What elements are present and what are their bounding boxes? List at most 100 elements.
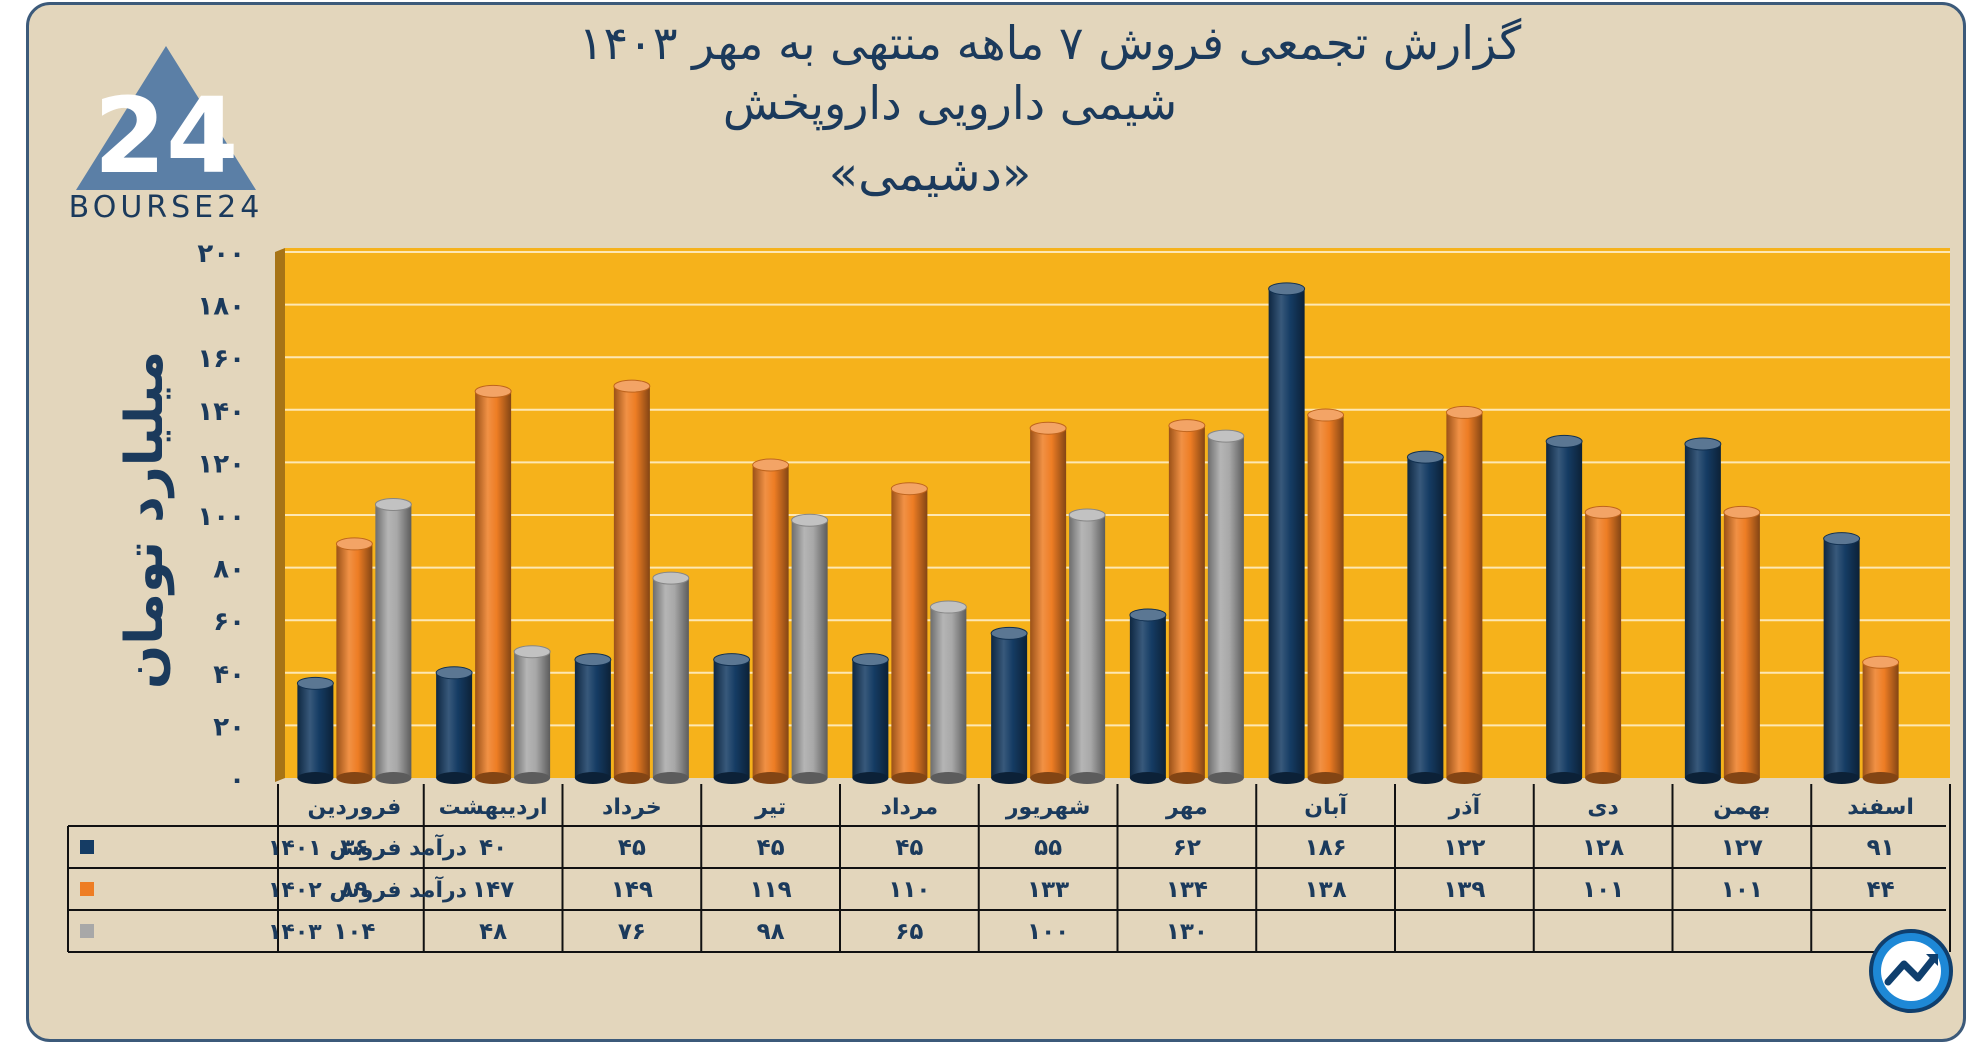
data-label: ۱۲۸ bbox=[1582, 835, 1624, 861]
bar-top bbox=[890, 482, 928, 496]
trend-badge-icon bbox=[1869, 929, 1953, 1013]
y-tick-label: ۱۸۰ bbox=[197, 292, 245, 322]
y-tick-label: ۲۰ bbox=[213, 712, 245, 742]
data-label: ۱۳۰ bbox=[1166, 919, 1208, 945]
bar bbox=[1546, 441, 1583, 778]
bar bbox=[930, 607, 967, 778]
bar-base bbox=[652, 772, 689, 784]
data-label: ۸۹ bbox=[340, 877, 368, 903]
x-tick-label: تیر bbox=[754, 795, 786, 820]
bar bbox=[1129, 614, 1166, 778]
bar-base bbox=[574, 772, 611, 784]
y-tick-label: ۱۲۰ bbox=[197, 449, 245, 479]
data-label: ۶۲ bbox=[1173, 835, 1201, 861]
bar-top bbox=[513, 645, 551, 659]
data-label: ۱۳۹ bbox=[1443, 877, 1485, 903]
bar-base bbox=[297, 772, 334, 784]
data-label: ۱۳۳ bbox=[1027, 877, 1069, 903]
data-label: ۳۶ bbox=[340, 835, 368, 861]
bar-base bbox=[1546, 772, 1583, 784]
bar bbox=[1723, 512, 1760, 778]
y-tick-label: ۱۶۰ bbox=[197, 344, 245, 374]
bar-top bbox=[1029, 421, 1067, 435]
data-label: ۴۴ bbox=[1867, 877, 1895, 903]
bar-base bbox=[613, 772, 650, 784]
bar-top bbox=[1545, 434, 1583, 448]
x-tick-label: خرداد bbox=[602, 795, 662, 820]
bar-base bbox=[1207, 772, 1244, 784]
data-label: ۵۵ bbox=[1034, 835, 1062, 861]
bar bbox=[1168, 425, 1205, 778]
x-tick-label: بهمن bbox=[1713, 795, 1770, 820]
bar-top bbox=[713, 653, 751, 667]
bar-top bbox=[1584, 505, 1622, 519]
data-label: ۴۵ bbox=[757, 835, 785, 861]
bar-base bbox=[1030, 772, 1067, 784]
bar bbox=[752, 465, 789, 778]
x-tick-label: مرداد bbox=[881, 795, 938, 820]
bar-base bbox=[475, 772, 512, 784]
bar bbox=[436, 672, 473, 778]
bar-base bbox=[1129, 772, 1166, 784]
data-label: ۱۰۱ bbox=[1582, 877, 1624, 903]
x-tick-label: اسفند bbox=[1847, 795, 1914, 820]
legend-label: ۱۴۰۳ bbox=[268, 920, 322, 945]
bar-base bbox=[514, 772, 551, 784]
legend-swatch bbox=[80, 882, 94, 896]
bar-top bbox=[929, 600, 967, 614]
legend-swatch bbox=[80, 840, 94, 854]
bar-top bbox=[1168, 419, 1206, 433]
bar-top bbox=[1445, 405, 1483, 419]
bar-top bbox=[1684, 437, 1722, 451]
bar bbox=[336, 543, 373, 778]
bar-top bbox=[791, 513, 829, 527]
bar-top bbox=[435, 666, 473, 680]
bar-base bbox=[991, 772, 1028, 784]
bar bbox=[297, 683, 334, 778]
y-tick-label: ۸۰ bbox=[213, 555, 245, 585]
bar-base bbox=[436, 772, 473, 784]
bar-top bbox=[1129, 608, 1167, 622]
bar-base bbox=[1446, 772, 1483, 784]
bar bbox=[1207, 436, 1244, 778]
bar bbox=[514, 651, 551, 778]
bar-base bbox=[891, 772, 928, 784]
bar-top bbox=[1207, 429, 1245, 443]
bar-base bbox=[1168, 772, 1205, 784]
legend-label: درآمد فروش ۱۴۰۲ bbox=[268, 875, 467, 903]
bar-base bbox=[336, 772, 373, 784]
bar-top bbox=[374, 497, 412, 511]
bar-top bbox=[752, 458, 790, 472]
bar bbox=[574, 659, 611, 778]
bar bbox=[1862, 662, 1899, 778]
bar bbox=[1446, 412, 1483, 778]
y-tick-label: ۲۰۰ bbox=[197, 239, 245, 269]
data-label: ۱۲۲ bbox=[1443, 835, 1485, 861]
data-label: ۱۰۱ bbox=[1721, 877, 1763, 903]
bar bbox=[713, 659, 750, 778]
data-label: ۴۰ bbox=[479, 835, 507, 861]
bar-top bbox=[652, 571, 690, 585]
bar-top bbox=[1862, 655, 1900, 669]
x-tick-label: آذر bbox=[1448, 792, 1481, 820]
x-tick-label: آبان bbox=[1304, 792, 1347, 820]
data-label: ۱۳۸ bbox=[1305, 877, 1347, 903]
bar-top bbox=[1406, 450, 1444, 464]
bar-base bbox=[1823, 772, 1860, 784]
bar-base bbox=[375, 772, 412, 784]
data-label: ۴۵ bbox=[895, 835, 923, 861]
x-tick-label: فروردین bbox=[307, 795, 401, 820]
bar-top bbox=[1823, 532, 1861, 546]
bar-top bbox=[851, 653, 889, 667]
data-label: ۱۰۴ bbox=[333, 919, 375, 945]
bar bbox=[1684, 443, 1721, 778]
bar bbox=[475, 391, 512, 778]
bar-top bbox=[296, 676, 334, 690]
data-label: ۹۸ bbox=[757, 919, 785, 945]
bar-top bbox=[613, 379, 651, 393]
bar-top bbox=[990, 626, 1028, 640]
bar-top bbox=[574, 653, 612, 667]
bar-base bbox=[1684, 772, 1721, 784]
bar-base bbox=[1407, 772, 1444, 784]
